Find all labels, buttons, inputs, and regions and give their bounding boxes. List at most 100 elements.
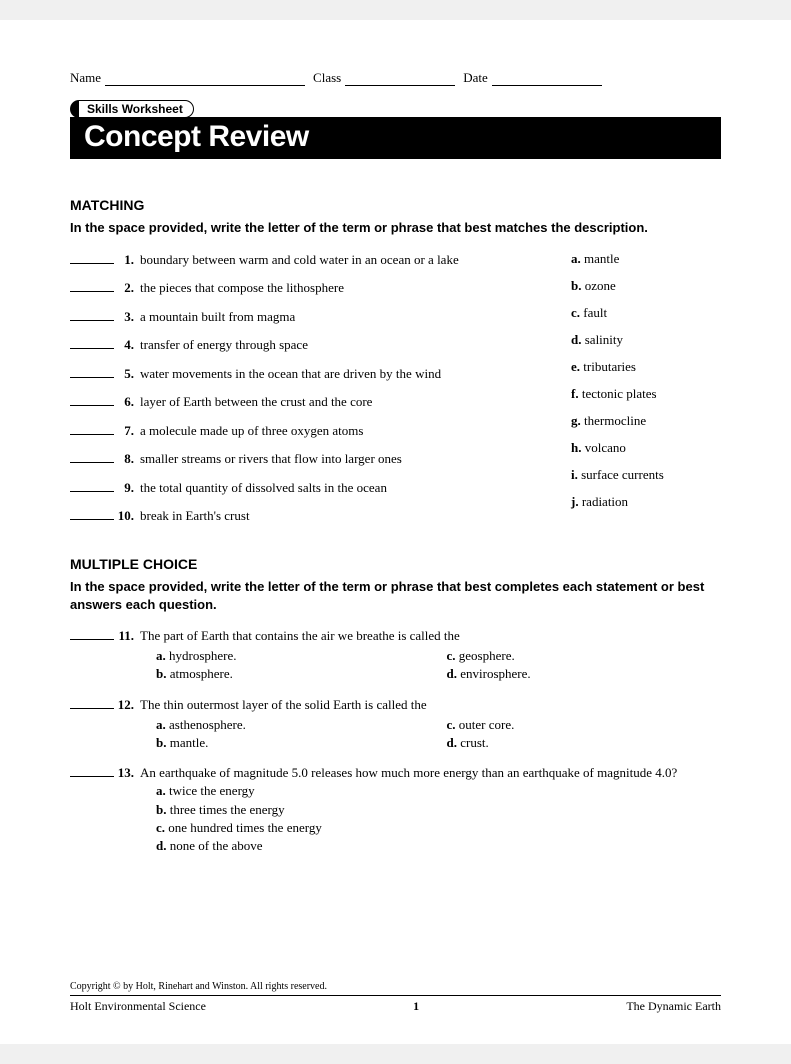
mc-body: The thin outermost layer of the solid Ea… <box>136 696 721 753</box>
answer-blank[interactable] <box>70 251 114 264</box>
question-number: 13. <box>114 764 136 855</box>
mc-col-right: c. outer core. d. crust. <box>431 716 722 752</box>
question-text: the total quantity of dissolved salts in… <box>136 479 387 497</box>
answer-blank[interactable] <box>70 422 114 435</box>
copyright-text: Copyright © by Holt, Rinehart and Winsto… <box>70 981 721 996</box>
mc-choice-c: c. geosphere. <box>431 647 722 665</box>
question-number: 9. <box>114 479 136 497</box>
answer-blank[interactable] <box>70 365 114 378</box>
answer-blank[interactable] <box>70 450 114 463</box>
term-letter: i. <box>571 467 578 482</box>
term-letter: d. <box>571 332 581 347</box>
mc-heading: MULTIPLE CHOICE <box>70 556 721 572</box>
question-text: a mountain built from magma <box>136 308 295 326</box>
term-row: g. thermocline <box>571 413 721 429</box>
worksheet-page: Name Class Date Skills Worksheet Concept… <box>0 20 791 1044</box>
term-text: volcano <box>585 440 626 455</box>
term-letter: c. <box>571 305 580 320</box>
date-field: Date <box>463 70 602 86</box>
matching-section: 1.boundary between warm and cold water i… <box>70 251 721 536</box>
mc-choice-d: d. envirosphere. <box>431 665 722 683</box>
mc-col-left: a. asthenosphere. b. mantle. <box>140 716 431 752</box>
term-letter: j. <box>571 494 579 509</box>
question-row: 5.water movements in the ocean that are … <box>70 365 543 383</box>
name-label: Name <box>70 70 101 86</box>
question-row: 8.smaller streams or rivers that flow in… <box>70 450 543 468</box>
question-row: 7.a molecule made up of three oxygen ato… <box>70 422 543 440</box>
answer-blank[interactable] <box>70 627 114 640</box>
term-text: mantle <box>584 251 619 266</box>
term-letter: h. <box>571 440 581 455</box>
mc-choices: a. hydrosphere. b. atmosphere. c. geosph… <box>140 647 721 683</box>
question-row: 4.transfer of energy through space <box>70 336 543 354</box>
term-row: e. tributaries <box>571 359 721 375</box>
answer-blank[interactable] <box>70 308 114 321</box>
matching-heading: MATCHING <box>70 197 721 213</box>
term-letter: a. <box>571 251 581 266</box>
question-text: boundary between warm and cold water in … <box>136 251 459 269</box>
term-row: b. ozone <box>571 278 721 294</box>
term-row: a. mantle <box>571 251 721 267</box>
question-row: 1.boundary between warm and cold water i… <box>70 251 543 269</box>
mc-choice-d: d. crust. <box>431 734 722 752</box>
term-text: fault <box>583 305 607 320</box>
matching-terms: a. mantle b. ozone c. fault d. salinity … <box>571 251 721 536</box>
term-row: c. fault <box>571 305 721 321</box>
term-letter: f. <box>571 386 579 401</box>
mc-choice-d: d. none of the above <box>140 837 721 855</box>
question-number: 11. <box>114 627 136 684</box>
answer-blank[interactable] <box>70 279 114 292</box>
question-number: 7. <box>114 422 136 440</box>
question-text: smaller streams or rivers that flow into… <box>136 450 402 468</box>
term-letter: b. <box>571 278 581 293</box>
question-text: water movements in the ocean that are dr… <box>136 365 441 383</box>
answer-blank[interactable] <box>70 336 114 349</box>
mc-choices: a. asthenosphere. b. mantle. c. outer co… <box>140 716 721 752</box>
question-number: 6. <box>114 393 136 411</box>
question-text: transfer of energy through space <box>136 336 308 354</box>
answer-blank[interactable] <box>70 764 114 777</box>
header-fields: Name Class Date <box>70 70 721 86</box>
term-row: h. volcano <box>571 440 721 456</box>
date-blank[interactable] <box>492 72 602 86</box>
mc-col-left: a. hydrosphere. b. atmosphere. <box>140 647 431 683</box>
class-label: Class <box>313 70 341 86</box>
answer-blank[interactable] <box>70 479 114 492</box>
answer-blank[interactable] <box>70 696 114 709</box>
answer-blank[interactable] <box>70 507 114 520</box>
mc-body: The part of Earth that contains the air … <box>136 627 721 684</box>
question-text: a molecule made up of three oxygen atoms <box>136 422 363 440</box>
mc-question-12: 12. The thin outermost layer of the soli… <box>70 696 721 753</box>
mc-choices: a. twice the energy b. three times the e… <box>140 782 721 855</box>
mc-instructions: In the space provided, write the letter … <box>70 578 721 613</box>
question-row: 10.break in Earth's crust <box>70 507 543 525</box>
question-number: 8. <box>114 450 136 468</box>
term-row: d. salinity <box>571 332 721 348</box>
page-title: Concept Review <box>70 117 721 159</box>
skills-worksheet-badge: Skills Worksheet <box>70 100 194 118</box>
question-number: 1. <box>114 251 136 269</box>
mc-question-11: 11. The part of Earth that contains the … <box>70 627 721 684</box>
name-blank[interactable] <box>105 72 305 86</box>
term-row: f. tectonic plates <box>571 386 721 402</box>
answer-blank[interactable] <box>70 393 114 406</box>
class-blank[interactable] <box>345 72 455 86</box>
term-text: tectonic plates <box>582 386 657 401</box>
class-field: Class <box>313 70 455 86</box>
question-row: 9.the total quantity of dissolved salts … <box>70 479 543 497</box>
mc-stem: An earthquake of magnitude 5.0 releases … <box>140 765 677 780</box>
term-text: salinity <box>585 332 623 347</box>
question-row: 6.layer of Earth between the crust and t… <box>70 393 543 411</box>
term-text: radiation <box>582 494 628 509</box>
term-text: surface currents <box>581 467 664 482</box>
term-text: thermocline <box>584 413 646 428</box>
question-text: layer of Earth between the crust and the… <box>136 393 372 411</box>
page-number: 1 <box>413 999 419 1014</box>
name-field: Name <box>70 70 305 86</box>
mc-choice-b: b. atmosphere. <box>140 665 431 683</box>
mc-choice-a: a. asthenosphere. <box>140 716 431 734</box>
mc-choice-c: c. one hundred times the energy <box>140 819 721 837</box>
mc-choice-b: b. mantle. <box>140 734 431 752</box>
date-label: Date <box>463 70 488 86</box>
mc-stem: The thin outermost layer of the solid Ea… <box>140 697 427 712</box>
